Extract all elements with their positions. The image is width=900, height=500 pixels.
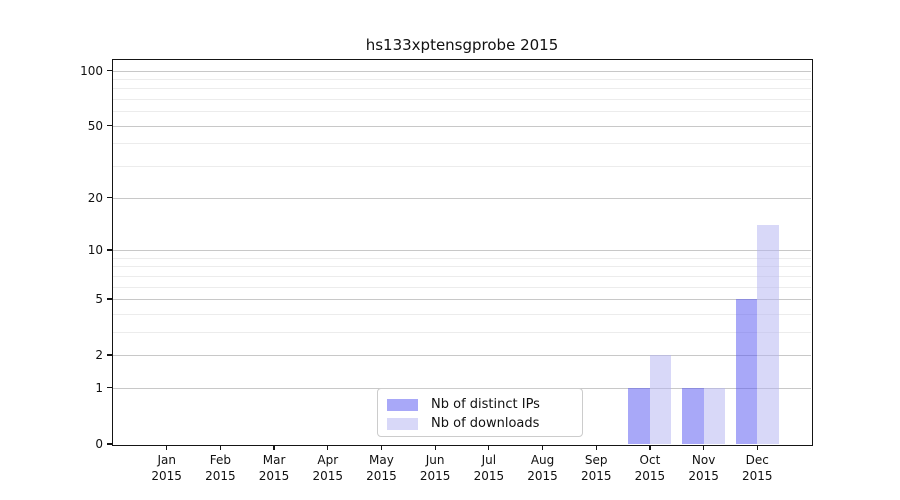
- y-tick-label: 10: [87, 242, 103, 257]
- x-tick: [756, 445, 758, 450]
- x-tick: [219, 445, 221, 450]
- minor-gridline: [113, 99, 811, 101]
- minor-gridline: [113, 266, 811, 268]
- x-tick: [327, 445, 329, 450]
- bar-downloads: [703, 387, 726, 444]
- x-tick: [488, 445, 490, 450]
- y-tick: [107, 69, 112, 72]
- y-tick-label: 0: [95, 437, 103, 451]
- y-tick-label: 50: [87, 118, 103, 133]
- plot-area: 100 50 20 10 5 2 1 0 Jan 2015 Feb 2015 Mar 2015 Apr 201…: [80, 58, 813, 483]
- y-tick: [107, 443, 112, 445]
- minor-gridline: [113, 143, 811, 145]
- bar-distinct-ips: [682, 387, 704, 444]
- x-tick-month: Jun: [425, 453, 445, 467]
- x-tick-label: Jan 2015: [135, 452, 199, 484]
- x-tick-label: Dec 2015: [725, 452, 789, 484]
- x-tick-label: Nov 2015: [672, 452, 736, 484]
- x-tick-month: Aug: [530, 453, 555, 467]
- x-tick-month: Sep: [584, 453, 608, 467]
- x-tick-year: 2015: [366, 469, 397, 483]
- x-tick: [595, 445, 597, 450]
- x-tick-label: Aug 2015: [511, 452, 575, 484]
- legend-label: Nb of downloads: [431, 416, 540, 431]
- y-tick-label: 5: [95, 291, 103, 306]
- y-tick: [107, 387, 112, 389]
- x-tick: [541, 445, 544, 450]
- x-tick-year: 2015: [312, 469, 344, 483]
- y-tick-label: 2: [95, 348, 103, 363]
- legend-entry: Nb of distinct IPs: [387, 395, 582, 414]
- x-tick-label: Apr 2015: [296, 452, 360, 484]
- legend-entry: Nb of downloads: [387, 414, 582, 433]
- y-tick: [107, 354, 112, 356]
- minor-gridline: [113, 313, 811, 315]
- x-tick-label: May 2015: [349, 452, 413, 484]
- x-tick-year: 2015: [742, 469, 773, 483]
- major-gridline: [113, 249, 811, 251]
- legend-label: Nb of distinct IPs: [431, 397, 540, 412]
- x-tick-label: Jun 2015: [403, 452, 467, 484]
- x-tick: [434, 445, 436, 450]
- x-tick-month: Oct: [639, 453, 661, 467]
- x-tick-month: Feb: [209, 453, 231, 467]
- minor-gridline: [113, 331, 811, 333]
- x-tick: [649, 445, 651, 450]
- minor-gridline: [113, 286, 811, 288]
- minor-gridline: [113, 166, 811, 168]
- x-tick-label: Jul 2015: [457, 452, 521, 484]
- y-tick-label: 20: [87, 190, 103, 205]
- x-tick: [166, 445, 168, 450]
- major-gridline: [113, 70, 811, 72]
- x-tick-month: Jul: [481, 453, 497, 467]
- minor-gridline: [113, 88, 811, 90]
- minor-gridline: [113, 111, 811, 113]
- y-tick-label: 100: [80, 63, 103, 78]
- x-tick-year: 2015: [151, 469, 182, 483]
- bar-downloads: [649, 355, 672, 444]
- minor-gridline: [113, 78, 811, 80]
- x-tick-label: Sep 2015: [564, 452, 628, 484]
- y-tick: [107, 298, 112, 300]
- x-tick: [380, 445, 383, 450]
- x-tick-year: 2015: [258, 469, 290, 483]
- x-tick-month: Apr: [317, 453, 339, 467]
- minor-gridline: [113, 275, 811, 277]
- y-tick: [107, 249, 112, 251]
- x-tick: [273, 445, 275, 450]
- legend-swatch: [387, 398, 418, 411]
- x-tick-year: 2015: [580, 469, 612, 483]
- bar-distinct-ips: [628, 387, 650, 444]
- major-gridline: [113, 197, 811, 199]
- legend: Nb of distinct IPs Nb of downloads: [377, 388, 583, 437]
- x-tick-label: Oct 2015: [618, 452, 682, 484]
- x-tick-year: 2015: [419, 469, 451, 483]
- x-tick-label: Feb 2015: [188, 452, 252, 484]
- x-tick-month: May: [369, 453, 394, 467]
- major-gridline: [113, 355, 811, 357]
- bar-distinct-ips: [735, 298, 758, 444]
- x-tick-year: 2015: [473, 469, 505, 483]
- x-tick-month: Nov: [691, 453, 716, 467]
- y-tick-label: 1: [95, 380, 103, 395]
- bar-downloads: [757, 224, 779, 444]
- x-tick-month: Mar: [262, 453, 286, 467]
- x-tick-year: 2015: [634, 469, 666, 483]
- x-tick-label: Mar 2015: [242, 452, 306, 484]
- minor-gridline: [113, 257, 811, 259]
- y-tick: [107, 125, 112, 127]
- y-tick: [107, 197, 112, 199]
- x-tick: [703, 445, 705, 450]
- x-tick-year: 2015: [527, 469, 558, 483]
- chart-title: hs133xptensgprobe 2015: [365, 36, 559, 54]
- x-tick-month: Dec: [745, 453, 769, 467]
- major-gridline: [113, 298, 811, 300]
- major-gridline: [113, 125, 811, 127]
- x-tick-year: 2015: [205, 469, 236, 483]
- x-tick-month: Jan: [157, 453, 176, 467]
- legend-swatch: [387, 417, 418, 430]
- x-tick-year: 2015: [688, 469, 719, 483]
